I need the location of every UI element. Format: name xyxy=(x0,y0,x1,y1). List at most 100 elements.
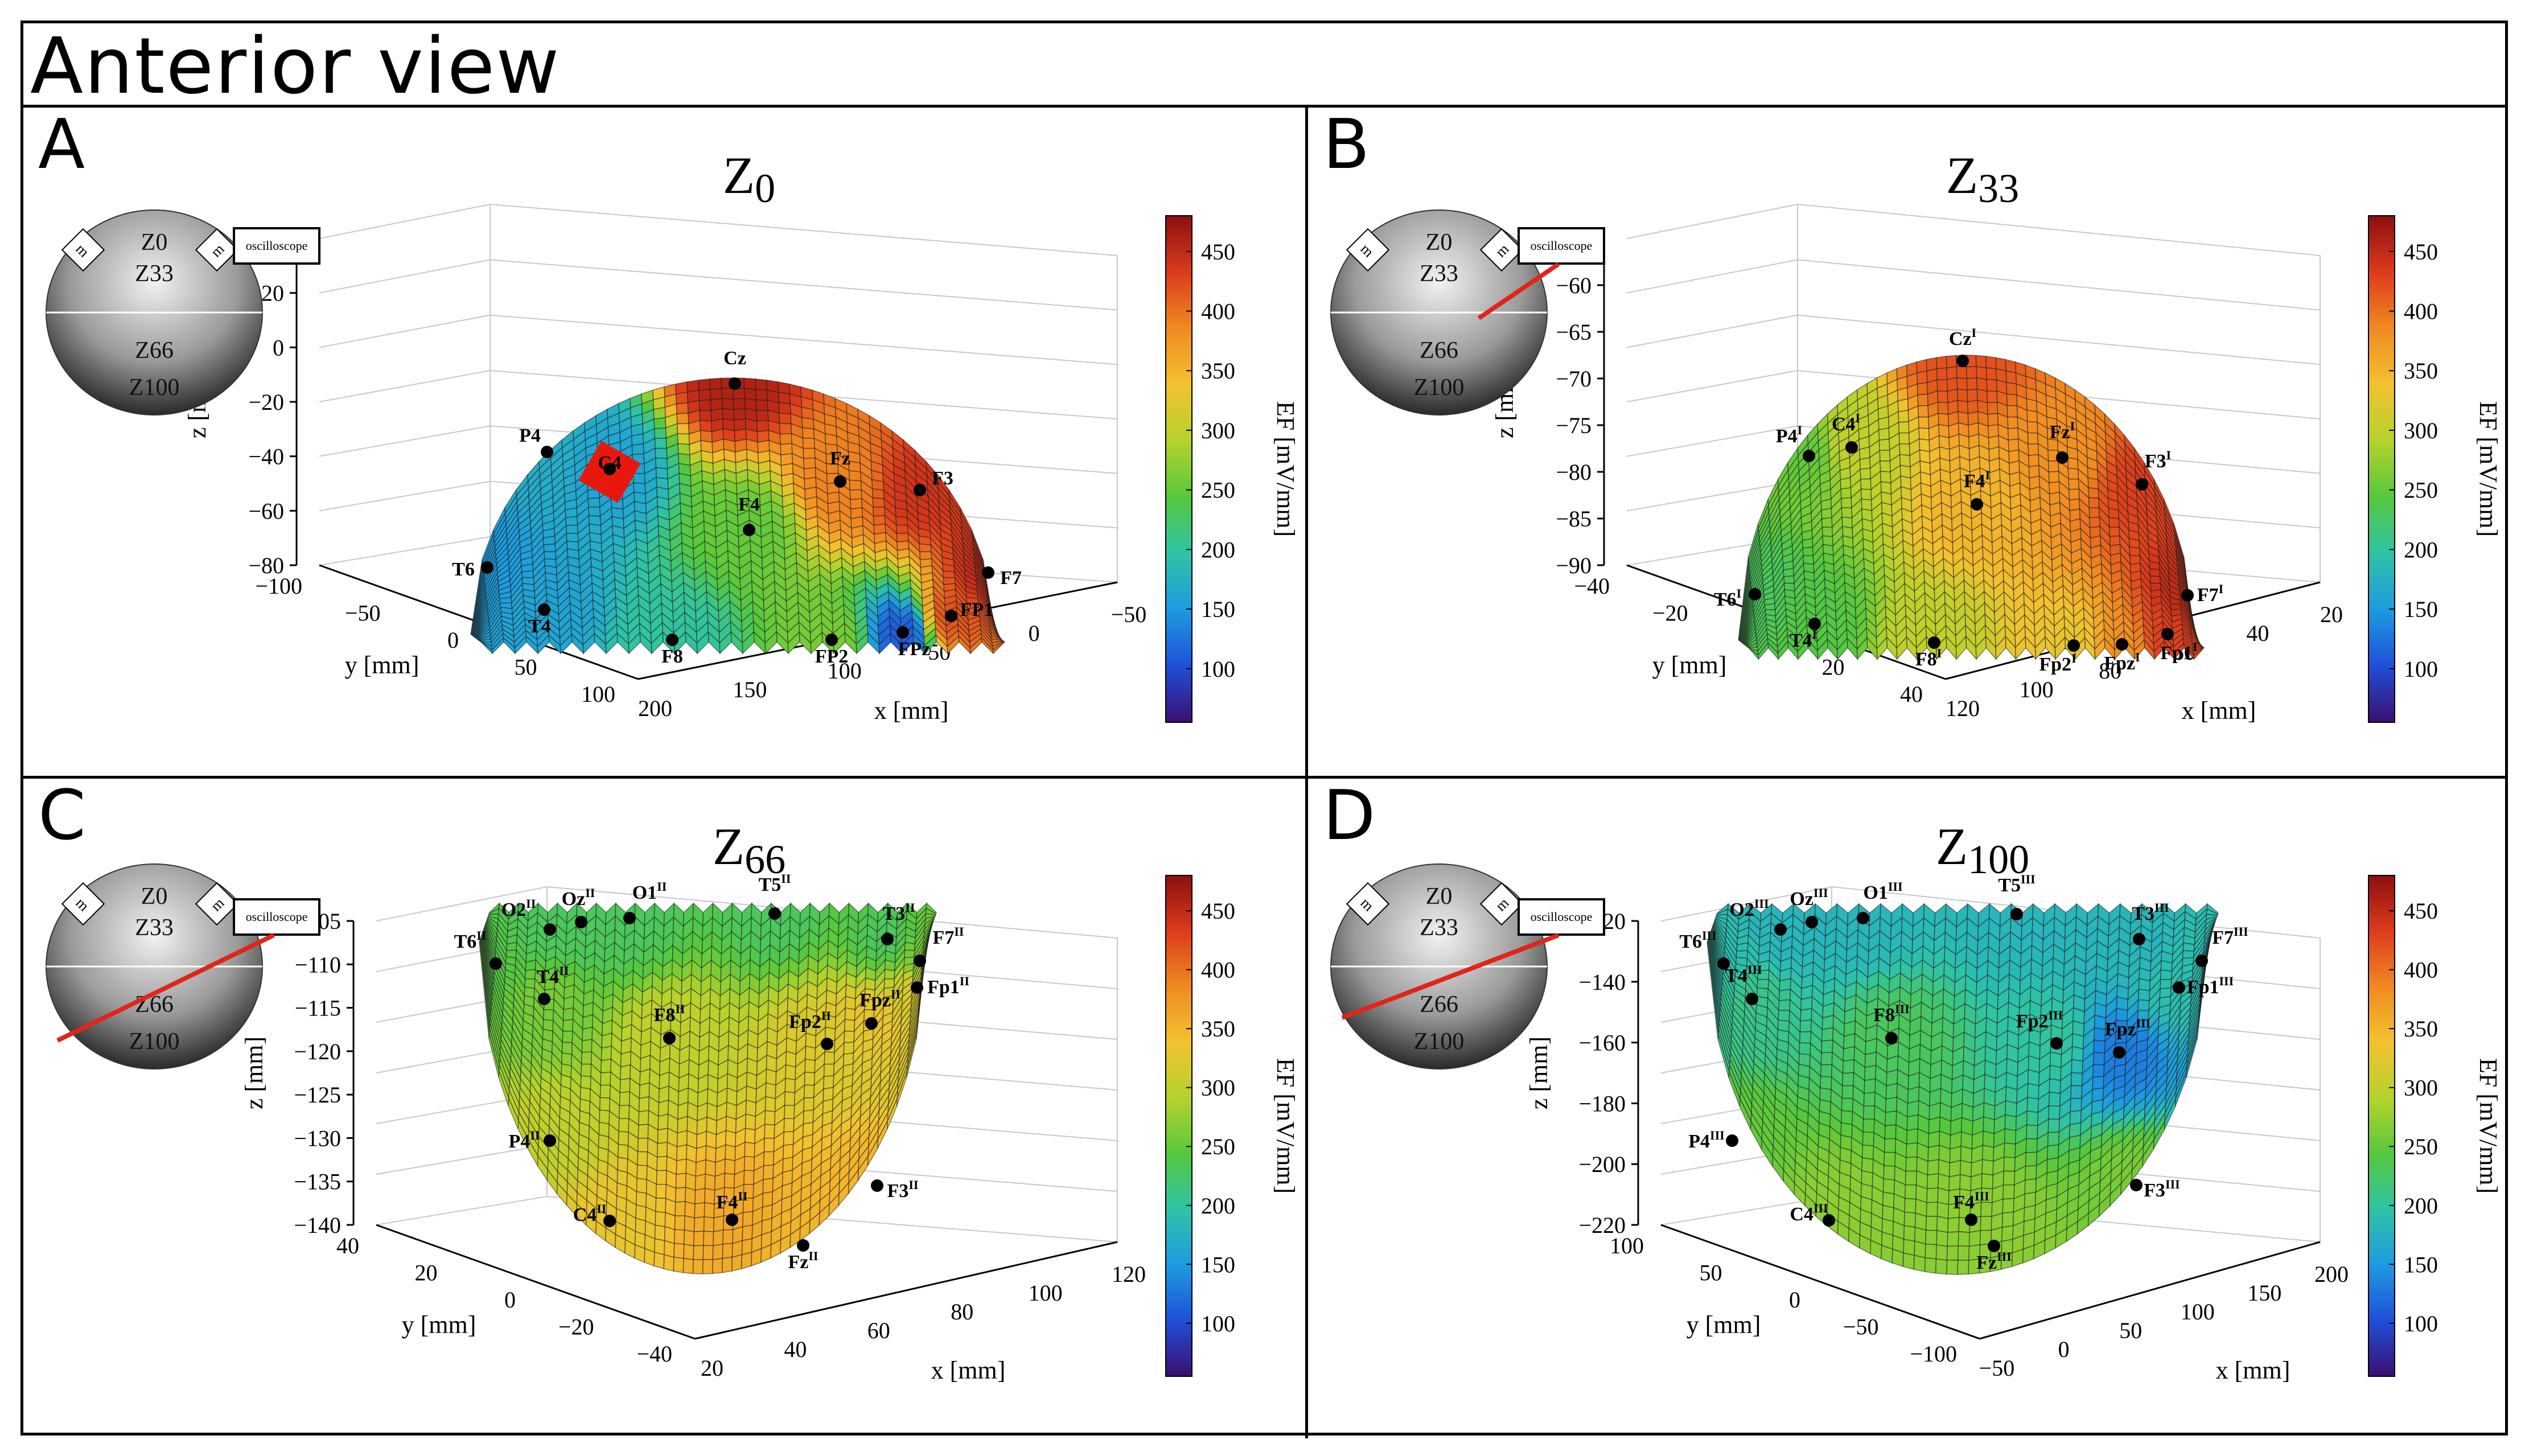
x-tick-label: 120 xyxy=(1112,1261,1146,1287)
colorbar-tick-label: 100 xyxy=(2404,656,2438,682)
inset-level-label: Z100 xyxy=(129,375,180,401)
surface-facet xyxy=(636,1178,647,1194)
surface-facet xyxy=(1982,1145,1995,1162)
surface-facet xyxy=(763,1151,775,1166)
inset-level-label: Z0 xyxy=(141,229,168,256)
surface-facet xyxy=(1946,366,1958,380)
surface-facet xyxy=(1820,1052,1833,1066)
surface-facet xyxy=(779,423,792,435)
surface-facet xyxy=(1957,1260,1969,1275)
electrode-label-base: P4 xyxy=(509,1131,531,1152)
panel-letter-d: D xyxy=(1323,779,1376,855)
surface-facet xyxy=(916,940,927,1039)
electrode-point xyxy=(871,1179,883,1192)
electrode-label-base: P4 xyxy=(1776,426,1798,447)
surface-facet xyxy=(654,437,667,449)
x-tick-label: 40 xyxy=(2246,620,2269,646)
surface-facet xyxy=(733,398,746,410)
surface-facet xyxy=(587,497,601,508)
surface-facet xyxy=(805,1033,817,1049)
surface-facet xyxy=(1913,1255,1926,1272)
surface-facet xyxy=(756,419,770,433)
surface-facet xyxy=(1982,1130,1995,1148)
surface-facet xyxy=(695,1159,706,1177)
surface-facet xyxy=(1841,1097,1854,1112)
grid-line xyxy=(319,480,491,512)
surface-facet xyxy=(2001,1225,2014,1242)
surface-facet xyxy=(1907,1100,1919,1118)
y-tick-label: −50 xyxy=(345,601,381,626)
surface-facet xyxy=(1885,1110,1897,1126)
z-tick-label: −140 xyxy=(1578,969,1626,995)
electrode-label-f7: F7II xyxy=(933,924,964,948)
surface-facet xyxy=(743,1155,755,1171)
surface-facet xyxy=(1927,1159,1940,1176)
electrode-point xyxy=(2161,628,2174,640)
surface-facet xyxy=(705,1159,716,1177)
grid-line xyxy=(319,314,491,348)
surface-facet xyxy=(1936,1216,1949,1233)
surface-facet xyxy=(1918,427,1930,441)
surface-facet xyxy=(658,1099,669,1117)
y-tick-label: −40 xyxy=(636,1341,672,1367)
surface-facet xyxy=(1898,421,1910,434)
oscilloscope-box xyxy=(233,227,320,265)
surface-facet xyxy=(1981,1173,1993,1190)
surface-facet xyxy=(1885,1096,1898,1113)
electrode-point xyxy=(825,634,838,646)
surface-facet xyxy=(1880,460,1891,473)
surface-facet xyxy=(1956,366,1968,379)
axes-floor xyxy=(352,921,1118,1340)
colorbar-tick-label: 450 xyxy=(1201,898,1235,924)
surface-facet xyxy=(1981,1159,1994,1176)
surface-facet xyxy=(694,1202,705,1219)
z-tick-label: −75 xyxy=(1556,413,1592,438)
surface-facet xyxy=(784,1104,795,1119)
surface-facet xyxy=(804,1084,815,1099)
inset-level-label: Z33 xyxy=(135,915,174,941)
y-tick-label: 20 xyxy=(415,1260,438,1286)
surface-facet xyxy=(2007,427,2019,441)
surface-facet xyxy=(1820,1076,1832,1090)
surface-facet xyxy=(1764,603,1776,611)
electrode-label-fp1: FP1 xyxy=(960,599,994,620)
surface-facet xyxy=(1926,1187,1939,1203)
surface-facet xyxy=(1938,413,1950,427)
surface-facet xyxy=(2047,1118,2060,1133)
electrode-label-superscript: I xyxy=(2219,582,2224,596)
surface-facet xyxy=(2026,1096,2039,1113)
x-tick-label: 0 xyxy=(1029,620,1040,646)
chart-c: −105−110−115−120−125−130−135−14040200−20… xyxy=(46,817,1300,1384)
surface-facet xyxy=(1987,413,1999,427)
colorbar-tick-label: 150 xyxy=(1201,1252,1235,1277)
y-tick-label: 0 xyxy=(1789,1287,1800,1313)
x-tick-label: 100 xyxy=(828,658,862,684)
electrode-label-fp1: Fp1II xyxy=(927,974,969,998)
electrode-label-superscript: II xyxy=(559,964,569,978)
electrode-point xyxy=(1803,450,1815,462)
surface-facet xyxy=(744,1142,755,1158)
y-tick-label: −20 xyxy=(558,1314,594,1340)
surface-facet xyxy=(676,1158,687,1175)
surface-facet xyxy=(2094,1014,2107,1030)
surface-facet xyxy=(1860,478,1872,490)
surface-facet xyxy=(619,1091,631,1107)
surface-facet xyxy=(561,1042,573,1055)
surface-facet xyxy=(581,1063,592,1077)
surface-facet xyxy=(895,516,908,526)
surface-facet xyxy=(722,1243,733,1259)
surface-facet xyxy=(2108,517,2120,528)
surface-facet xyxy=(1918,416,1930,429)
surface-facet xyxy=(895,507,908,519)
electrode-point xyxy=(2067,639,2080,652)
electrode-label-superscript: II xyxy=(954,924,964,939)
z-tick-label: −160 xyxy=(1578,1030,1626,1056)
y-tick-label: 100 xyxy=(581,681,615,707)
electrode-label-superscript: I xyxy=(2193,640,2198,654)
colorbar-tick-label: 200 xyxy=(1201,1193,1235,1219)
electrode-point xyxy=(729,377,741,390)
surface-facet xyxy=(1924,1257,1937,1274)
electrode-label-superscript: I xyxy=(1937,646,1942,660)
